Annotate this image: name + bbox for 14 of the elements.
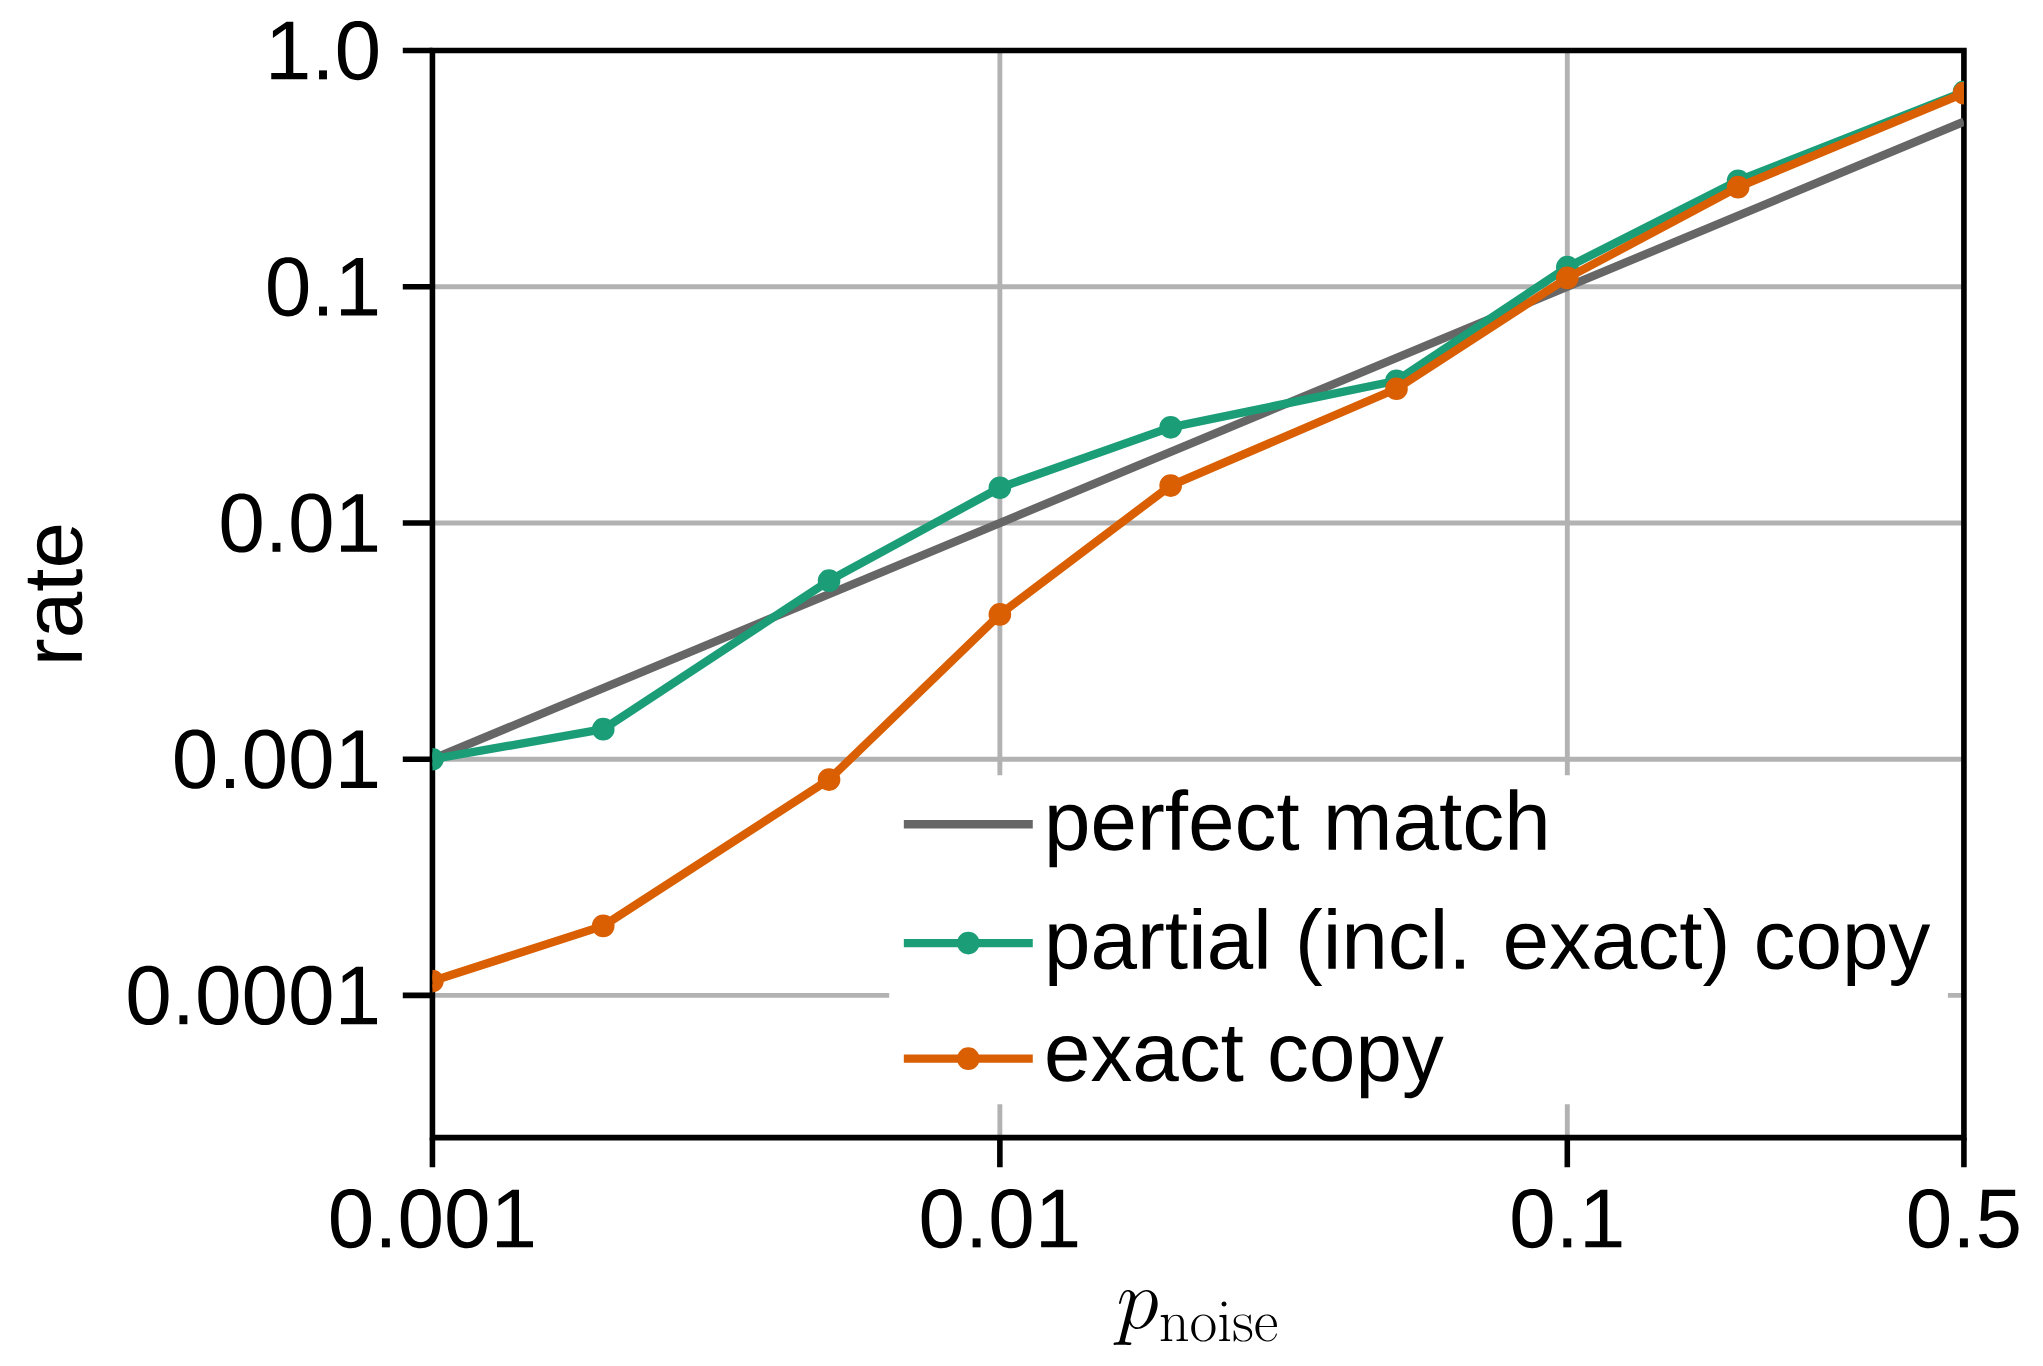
legend-label: partial (incl. exact) copy bbox=[1049, 908, 1931, 987]
x-tick-label: 0.001 bbox=[331, 1189, 533, 1249]
x-tick-label: 0.5 bbox=[1909, 1189, 2019, 1249]
legend-label: perfect match bbox=[1049, 789, 1546, 868]
x-axis-title: $p_\mathrm{noise}$ bbox=[1113, 1289, 1277, 1346]
x-tick-label: 0.01 bbox=[921, 1189, 1078, 1249]
y-axis-title: rate bbox=[27, 525, 83, 661]
legend-label: exact copy bbox=[1047, 1026, 1444, 1099]
y-tick-label: 1.0 bbox=[271, 21, 378, 81]
y-tick-label: 0.001 bbox=[175, 729, 378, 789]
y-tick-label: 0.1 bbox=[268, 257, 378, 317]
x-tick-label: 0.1 bbox=[1512, 1189, 1622, 1249]
y-tick-label: 0.0001 bbox=[128, 965, 378, 1026]
y-tick-label: 0.01 bbox=[221, 493, 378, 553]
